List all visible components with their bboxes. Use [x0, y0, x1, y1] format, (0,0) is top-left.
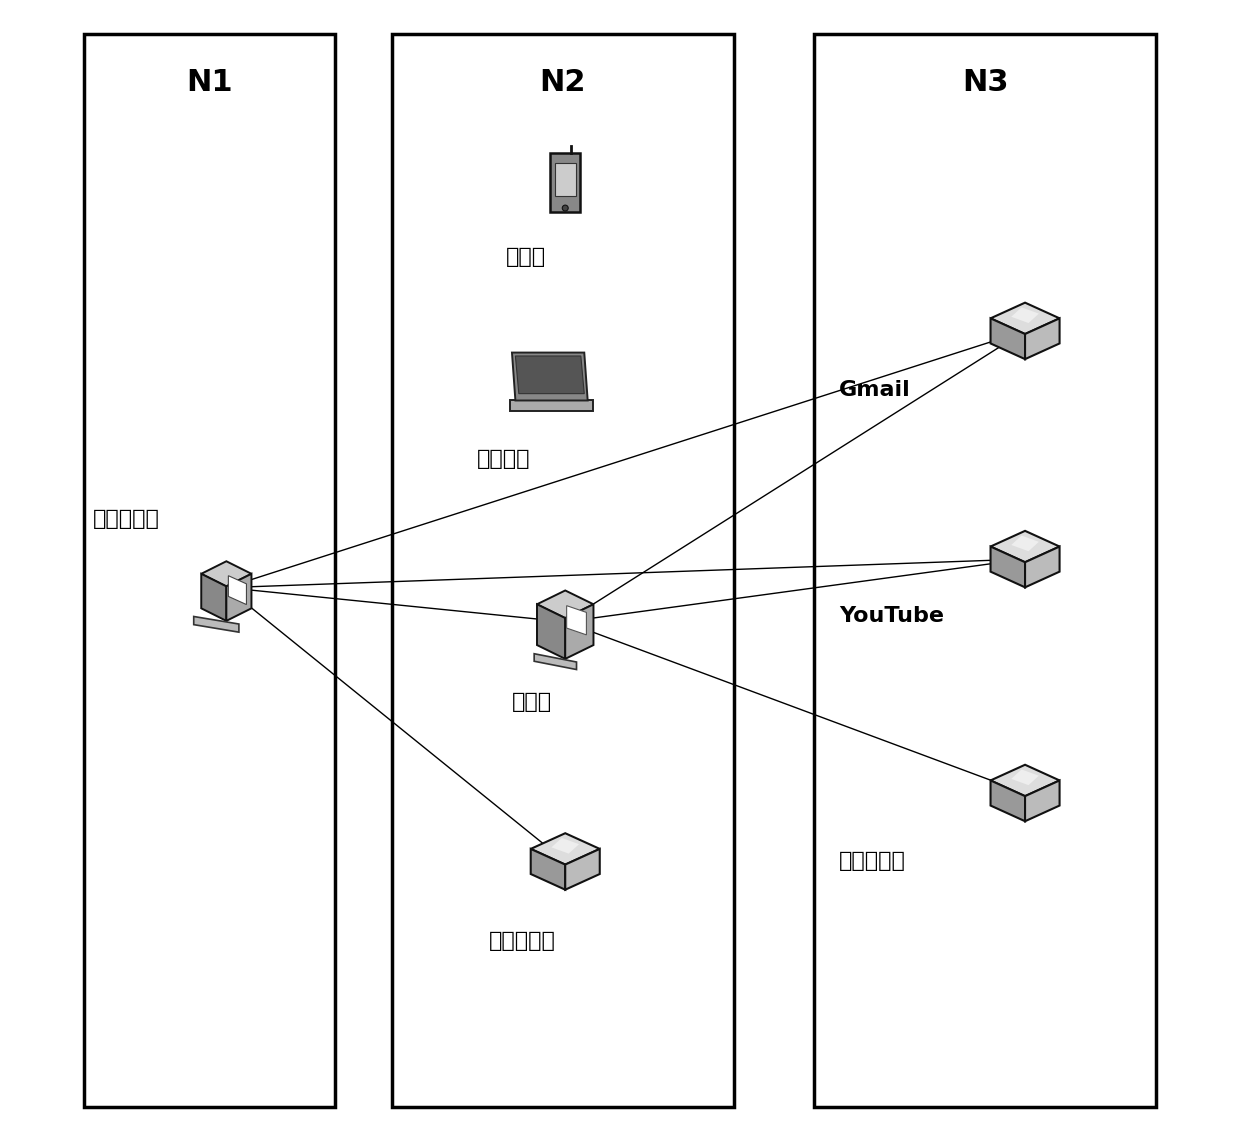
- Polygon shape: [516, 356, 584, 394]
- Text: 轻节点: 轻节点: [512, 691, 552, 712]
- Polygon shape: [552, 837, 579, 853]
- Polygon shape: [991, 531, 1059, 563]
- Polygon shape: [565, 849, 600, 890]
- Text: YouTube: YouTube: [839, 606, 944, 626]
- Polygon shape: [531, 833, 600, 865]
- Polygon shape: [567, 606, 587, 634]
- Text: 以太坊节点: 以太坊节点: [93, 509, 160, 529]
- Polygon shape: [1012, 307, 1039, 323]
- Bar: [84, 34, 335, 1107]
- Polygon shape: [565, 605, 594, 658]
- Polygon shape: [991, 302, 1059, 334]
- Polygon shape: [534, 654, 577, 670]
- Bar: [551, 153, 580, 212]
- Polygon shape: [1025, 318, 1059, 359]
- Polygon shape: [991, 547, 1025, 588]
- Text: 以太坊节点: 以太坊节点: [839, 851, 906, 872]
- Text: N3: N3: [962, 68, 1008, 97]
- Polygon shape: [193, 616, 239, 632]
- Bar: [392, 34, 734, 1107]
- Polygon shape: [991, 780, 1025, 822]
- Polygon shape: [511, 400, 593, 411]
- Polygon shape: [1025, 780, 1059, 822]
- Polygon shape: [512, 353, 588, 400]
- Polygon shape: [537, 591, 594, 618]
- Circle shape: [562, 205, 568, 211]
- Polygon shape: [531, 849, 565, 890]
- Bar: [813, 34, 1156, 1107]
- Text: Gmail: Gmail: [839, 380, 911, 400]
- Text: 以太坊节点: 以太坊节点: [489, 931, 556, 952]
- Text: 在线錢包: 在线錢包: [477, 448, 531, 469]
- Polygon shape: [228, 576, 247, 605]
- Text: N2: N2: [539, 68, 587, 97]
- Polygon shape: [227, 574, 252, 621]
- Text: 轻节点: 轻节点: [506, 246, 546, 267]
- Polygon shape: [991, 764, 1059, 796]
- Polygon shape: [201, 561, 252, 586]
- Polygon shape: [201, 574, 227, 621]
- Text: N1: N1: [186, 68, 233, 97]
- Polygon shape: [991, 318, 1025, 359]
- Polygon shape: [1012, 769, 1039, 785]
- Polygon shape: [1025, 547, 1059, 588]
- Polygon shape: [537, 605, 565, 658]
- Bar: [554, 163, 575, 196]
- Polygon shape: [1012, 535, 1039, 551]
